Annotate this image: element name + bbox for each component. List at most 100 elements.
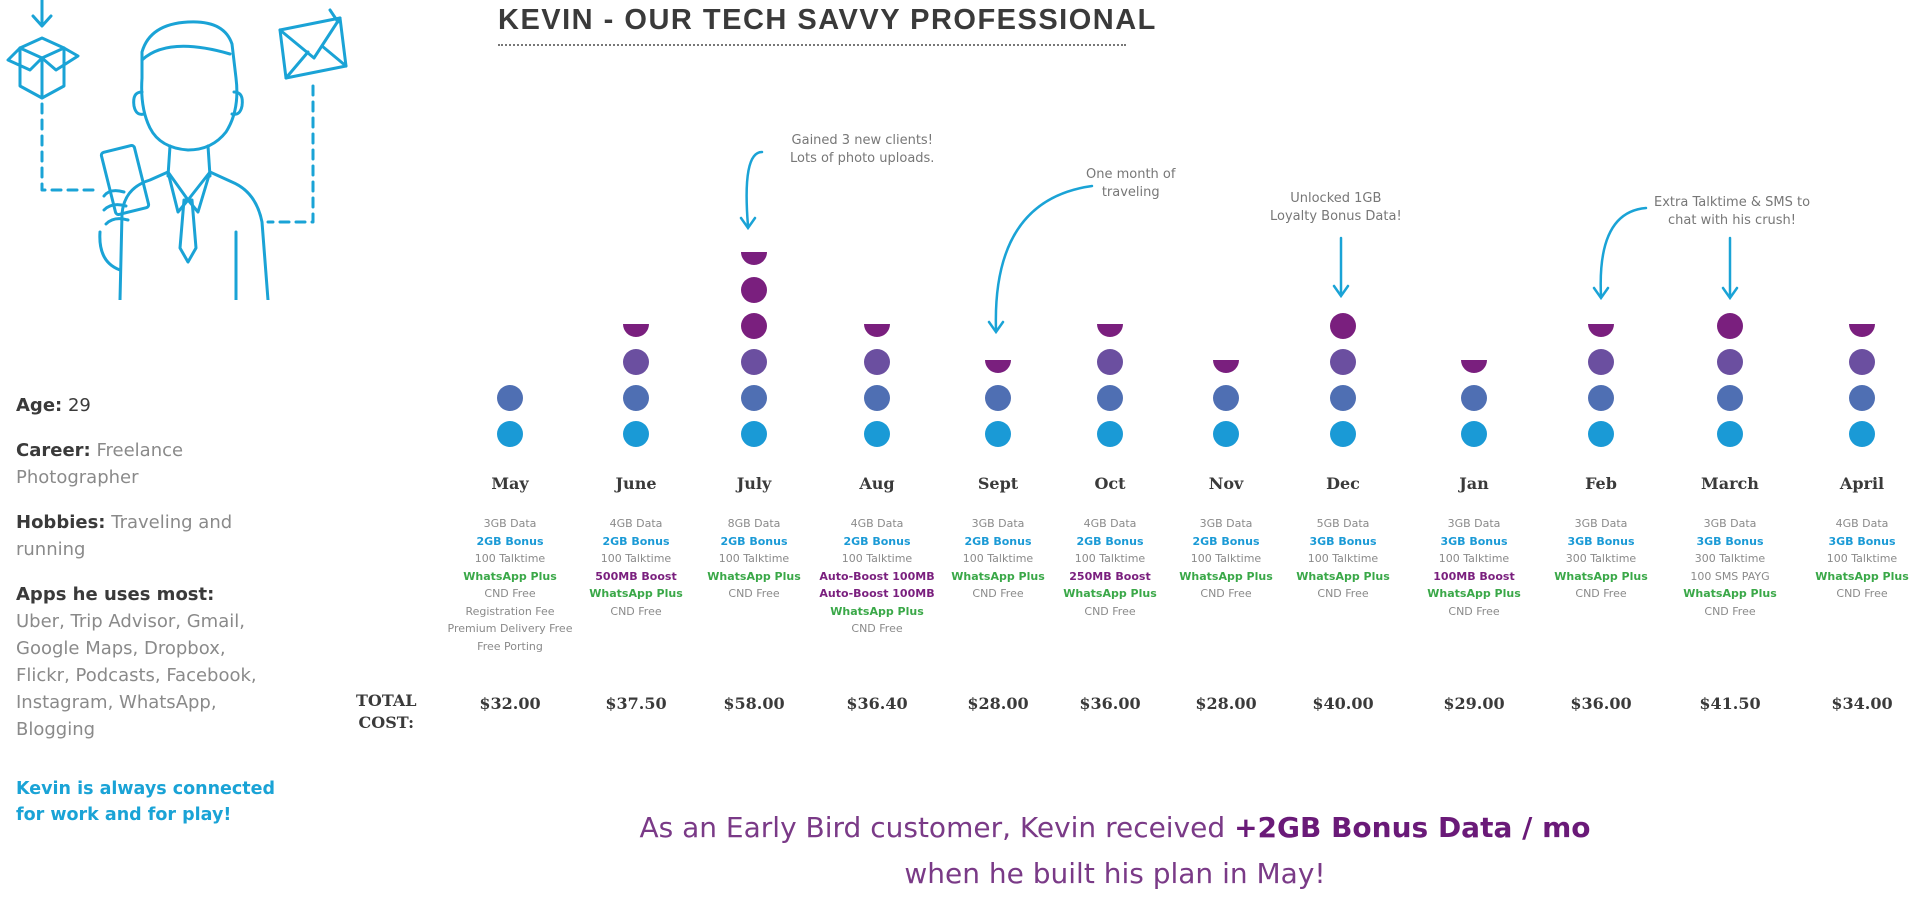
usage-dot	[1588, 349, 1614, 375]
career-label: Career:	[16, 440, 91, 461]
month-name: May	[491, 474, 529, 493]
career-info: Career: Freelance Photographer	[16, 437, 278, 491]
plan-line: WhatsApp Plus	[1427, 587, 1521, 600]
usage-dot	[1461, 385, 1487, 411]
usage-dot	[985, 421, 1011, 447]
plan-line: CND Free	[1448, 604, 1500, 618]
total-cost-dec: $40.00	[1312, 694, 1374, 713]
plan-details: 3GB Data 2GB Bonus 100 Talktime WhatsApp Pl…	[1161, 515, 1291, 603]
plan-details: 5GB Data 3GB Bonus 100 Talktime WhatsApp Pl…	[1278, 515, 1408, 603]
usage-dot	[1097, 349, 1123, 375]
month-name: April	[1839, 474, 1885, 493]
month-name: Jan	[1459, 474, 1489, 493]
usage-dot	[1330, 385, 1356, 411]
note-dec-line1: Unlocked 1GB	[1290, 191, 1382, 206]
total-cost-oct: $36.00	[1079, 694, 1141, 713]
plan-line: 3GB Data	[483, 517, 537, 530]
dots-june	[623, 324, 649, 447]
usage-dot	[1097, 385, 1123, 411]
month-column-nov: Nov 3GB Data 2GB Bonus 100 Talktime WhatsApp…	[1161, 474, 1291, 603]
note-july-line1: Gained 3 new clients!	[791, 133, 933, 148]
usage-dot	[497, 385, 523, 411]
hobbies-value: Traveling and running	[16, 512, 233, 560]
plan-line: 5GB Data	[1316, 517, 1370, 530]
total-cost-nov: $28.00	[1195, 694, 1257, 713]
plan-line: 2GB Bonus	[843, 534, 911, 548]
half-usage-dot	[623, 324, 649, 337]
dots-oct	[1097, 324, 1123, 447]
usage-dot	[864, 421, 890, 447]
plan-line: WhatsApp Plus	[1554, 569, 1648, 583]
plan-line: WhatsApp Plus	[589, 587, 683, 600]
plan-line: 4GB Data	[609, 517, 663, 530]
arrow-sept	[994, 184, 1094, 332]
total-label-line1: TOTAL	[356, 691, 417, 710]
career-value: Freelance Photographer	[16, 440, 184, 488]
plan-line: 3GB Bonus	[1309, 534, 1377, 548]
total-cost-aug: $36.40	[846, 694, 908, 713]
month-name: Dec	[1326, 474, 1360, 493]
plan-line: CND Free	[1836, 587, 1888, 600]
total-label-line2: COST:	[358, 713, 414, 732]
month-name: Oct	[1094, 474, 1126, 493]
total-cost-march: $41.50	[1699, 694, 1761, 713]
dots-sept	[985, 360, 1011, 447]
age-label: Age:	[16, 395, 63, 416]
plan-line: CND Free	[1200, 587, 1252, 600]
month-name: Nov	[1208, 474, 1244, 493]
plan-line: 100 Talktime	[1074, 552, 1146, 565]
plan-details: 4GB Data 2GB Bonus 100 Talktime Auto-Boost …	[812, 515, 942, 638]
plan-line: 3GB Bonus	[1696, 534, 1764, 548]
month-name: July	[736, 474, 772, 493]
plan-details: 4GB Data 3GB Bonus 100 Talktime WhatsApp Pl…	[1797, 515, 1920, 603]
download-box-icon	[6, 0, 80, 100]
plan-details: 3GB Data 3GB Bonus 100 Talktime 100MB Boost…	[1409, 515, 1539, 620]
dots-aug	[864, 324, 890, 447]
plan-line: 3GB Bonus	[1440, 534, 1508, 548]
age-value: 29	[67, 395, 91, 416]
month-column-sept: Sept 3GB Data 2GB Bonus 100 Talktime WhatsAp…	[933, 474, 1063, 603]
plan-line: 100MB Boost	[1433, 569, 1515, 583]
month-name: Aug	[859, 474, 895, 493]
bottom-message-line1: As an Early Bird customer, Kevin receive…	[500, 805, 1730, 851]
usage-dot	[741, 277, 767, 303]
plan-line: 500MB Boost	[595, 569, 677, 583]
plan-line: Free Porting	[477, 639, 543, 653]
plan-line: 3GB Bonus	[1828, 534, 1896, 548]
bottom-message-line2: when he built his plan in May!	[904, 857, 1326, 890]
usage-dot	[1330, 349, 1356, 375]
plan-line: 300 Talktime	[1565, 552, 1637, 565]
half-usage-dot	[1588, 324, 1614, 337]
plan-line: CND Free	[728, 587, 780, 600]
plan-line: CND Free	[484, 587, 536, 600]
total-cost-may: $32.00	[479, 694, 541, 713]
plan-details: 3GB Data 2GB Bonus 100 Talktime WhatsApp Pl…	[445, 515, 575, 655]
plan-line: 100 Talktime	[600, 552, 672, 565]
plan-line: 2GB Bonus	[720, 534, 788, 548]
usage-dot	[1849, 421, 1875, 447]
plan-line: WhatsApp Plus	[707, 569, 801, 583]
plan-line: 4GB Data	[850, 517, 904, 530]
plan-line: 100 Talktime	[962, 552, 1034, 565]
plan-line: CND Free	[610, 604, 662, 618]
apps-info: Apps he uses most: Uber, Trip Advisor, G…	[16, 581, 278, 743]
bottom-highlight: +2GB Bonus Data / mo	[1234, 811, 1591, 844]
plan-line: CND Free	[1317, 587, 1369, 600]
usage-dot	[1213, 385, 1239, 411]
bottom-message: As an Early Bird customer, Kevin receive…	[500, 805, 1730, 897]
plan-line: 2GB Bonus	[476, 534, 544, 548]
man-figure	[98, 20, 270, 300]
month-column-dec: Dec 5GB Data 3GB Bonus 100 Talktime WhatsApp…	[1278, 474, 1408, 603]
plan-details: 4GB Data 2GB Bonus 100 Talktime 500MB Boost…	[571, 515, 701, 620]
plan-line: CND Free	[972, 587, 1024, 600]
half-usage-dot	[1461, 360, 1487, 373]
half-usage-dot	[1097, 324, 1123, 337]
month-column-april: April 4GB Data 3GB Bonus 100 Talktime WhatsA…	[1797, 474, 1920, 603]
apps-value: Uber, Trip Advisor, Gmail, Google Maps, …	[16, 611, 257, 740]
plan-line: 100 Talktime	[1190, 552, 1262, 565]
half-usage-dot	[1213, 360, 1239, 373]
plan-line: 3GB Data	[1199, 517, 1253, 530]
dots-july	[741, 252, 767, 447]
plan-line: CND Free	[1084, 604, 1136, 618]
